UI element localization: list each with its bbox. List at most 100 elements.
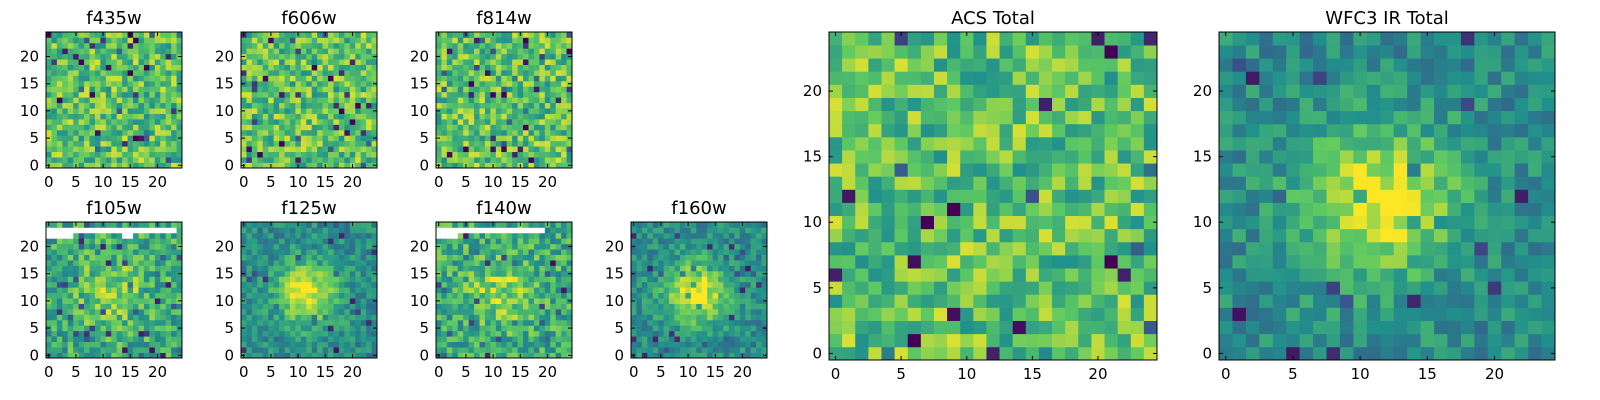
heatmap-cell [555, 281, 562, 288]
heatmap-cell [154, 42, 161, 49]
heatmap-cell [360, 64, 367, 71]
heatmap-cell [246, 91, 253, 98]
heatmap-cell [366, 314, 372, 321]
heatmap-cell [143, 249, 150, 255]
heatmap-cell [355, 80, 362, 87]
heatmap-cell [176, 281, 183, 288]
heatmap-cell [669, 319, 675, 326]
heatmap-cell [371, 151, 378, 158]
heatmap-cell [279, 113, 285, 120]
heatmap-cell [100, 70, 107, 76]
heatmap-cell [111, 129, 118, 136]
heatmap-cell [920, 163, 935, 177]
heatmap-cell [171, 232, 177, 239]
heatmap-cell [355, 352, 362, 359]
heatmap-cell [463, 157, 469, 163]
heatmap-cell [1038, 189, 1053, 203]
heatmap-cell [761, 330, 768, 337]
heatmap-cell [707, 249, 713, 255]
heatmap-cell [479, 53, 486, 60]
heatmap-cell [842, 176, 856, 190]
heatmap-cell [262, 91, 269, 98]
heatmap-cell [273, 243, 280, 250]
heatmap-cell [1025, 281, 1040, 295]
heatmap-cell [1143, 255, 1158, 269]
heatmap-cell [490, 108, 497, 114]
heatmap-cell [154, 80, 161, 87]
heatmap-cell [561, 146, 567, 153]
heatmap-cell [111, 48, 118, 55]
heatmap-cell [360, 276, 367, 283]
heatmap-cell [328, 124, 334, 131]
heatmap-cell [728, 336, 735, 343]
heatmap-cell [1104, 163, 1118, 177]
heatmap-cell [295, 265, 302, 272]
heatmap-cell [322, 70, 329, 76]
heatmap-cell [160, 86, 167, 93]
heatmap-cell [474, 97, 480, 104]
heatmap-cell [84, 232, 90, 239]
heatmap-cell [707, 265, 713, 272]
heatmap-cell [679, 292, 686, 299]
heatmap-cell [67, 292, 74, 299]
heatmap-cell [539, 70, 546, 76]
heatmap-cell [555, 243, 562, 250]
heatmap-cell [300, 70, 307, 76]
heatmap-cell [712, 325, 719, 332]
heatmap-cell [463, 86, 469, 93]
heatmap-cell [723, 341, 730, 348]
heatmap-cell [360, 37, 367, 44]
heatmap-cell [154, 113, 161, 120]
x-tick-label: 10 [94, 363, 113, 381]
heatmap-cell [171, 97, 177, 104]
heatmap-cell [512, 347, 518, 353]
heatmap-cell [468, 64, 475, 71]
heatmap-cell [300, 260, 307, 266]
heatmap-cell [366, 319, 372, 326]
heatmap-cell [133, 140, 139, 147]
heatmap-cell [523, 260, 529, 266]
heatmap-cell [761, 287, 768, 294]
heatmap-cell [544, 146, 551, 153]
heatmap-cell [241, 330, 247, 337]
heatmap-cell [528, 86, 535, 93]
heatmap-cell [533, 281, 540, 288]
heatmap-cell [490, 70, 497, 76]
heatmap-cell [366, 352, 372, 359]
heatmap-cell [116, 347, 123, 353]
heatmap-cell [273, 238, 280, 245]
heatmap-cell [1117, 320, 1132, 335]
heatmap-cell [306, 151, 313, 158]
heatmap-cell [268, 276, 274, 283]
heatmap-cell [674, 232, 681, 239]
heatmap-cell [544, 151, 551, 158]
heatmap-cell [317, 119, 323, 125]
heatmap-cell [94, 281, 101, 288]
heatmap-cell [176, 86, 183, 93]
heatmap-cell [474, 124, 480, 131]
heatmap-cell [495, 292, 502, 299]
heatmap-cell [501, 146, 508, 153]
heatmap-cell [446, 37, 453, 44]
heatmap-cell [149, 270, 156, 277]
heatmap-cell [452, 265, 459, 272]
heatmap-cell [829, 281, 843, 295]
heatmap-cell [344, 341, 351, 348]
heatmap-cell [241, 336, 247, 343]
heatmap-cell [51, 151, 58, 158]
heatmap-cell [171, 108, 177, 114]
heatmap-cell [62, 151, 69, 158]
heatmap-cell [328, 352, 334, 359]
heatmap-cell [907, 346, 922, 361]
heatmap-cell [690, 270, 697, 277]
heatmap-cell [636, 309, 643, 315]
heatmap-cell [154, 298, 161, 304]
heatmap-cell [73, 270, 79, 277]
heatmap-cell [512, 319, 518, 326]
heatmap-cell [89, 276, 96, 283]
heatmap-cell [468, 108, 475, 114]
heatmap-cell [338, 53, 345, 60]
heatmap-cell [933, 268, 948, 282]
heatmap-cell [495, 336, 502, 343]
heatmap-cell [171, 243, 177, 250]
